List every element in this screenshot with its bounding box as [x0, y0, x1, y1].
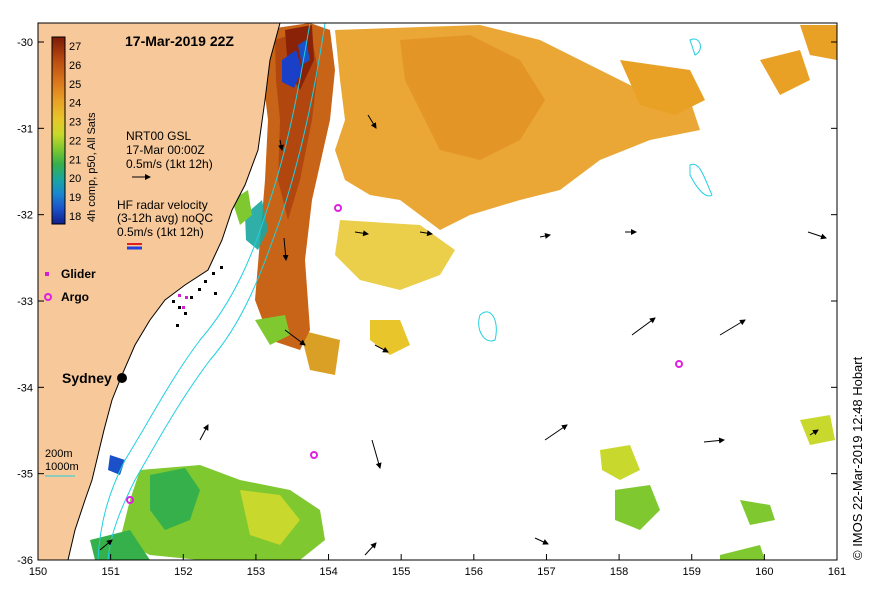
- colorbar-tick-label: 21: [69, 154, 81, 166]
- y-tick-label: -30: [17, 37, 33, 49]
- y-axis: -30 -31 -32 -33 -34 -35 -36: [17, 37, 837, 567]
- colorbar-tick-label: 26: [69, 60, 81, 72]
- colorbar-tick-label: 20: [69, 173, 81, 185]
- radar-legend-line3: 0.5m/s (1kt 12h): [117, 225, 204, 239]
- argo-floats: [126, 204, 683, 504]
- glider-legend-icon: [45, 272, 49, 276]
- radar-legend: HF radar velocity (3-12h avg) noQC 0.5m/…: [117, 198, 213, 250]
- gsl-legend-line2: 17-Mar 00:00Z: [126, 143, 205, 157]
- x-tick-label: 155: [392, 566, 410, 578]
- glider-legend-label: Glider: [61, 267, 96, 281]
- x-tick-label: 158: [610, 566, 628, 578]
- colorbar-label: 4h comp, p50, All Sats: [86, 112, 98, 222]
- colorbar-ticks: 27 26 25 24 23 22 21 20 19 18: [69, 41, 81, 223]
- y-tick-label: -32: [17, 210, 33, 222]
- x-axis: 150 151 152 153 154 155 156 157 158 159 160 161: [29, 554, 846, 578]
- colorbar-tick-label: 25: [69, 79, 81, 91]
- colorbar-tick-label: 18: [69, 211, 81, 223]
- land-area: [38, 23, 281, 560]
- colorbar-tick-label: 19: [69, 192, 81, 204]
- colorbar-tick-label: 23: [69, 117, 81, 129]
- sydney-label: Sydney: [62, 370, 112, 386]
- gsl-legend-line3: 0.5m/s (1kt 12h): [126, 157, 213, 171]
- credit-text: © IMOS 22-Mar-2019 12:48 Hobart: [850, 356, 865, 560]
- sst-field: [90, 23, 837, 560]
- y-tick-label: -34: [17, 382, 33, 394]
- bathymetry-contours: [97, 23, 713, 560]
- x-tick-label: 160: [755, 566, 773, 578]
- velocity-vectors: [99, 114, 827, 556]
- plot-frame: [37, 22, 838, 561]
- bathy-legend-200m: 200m: [45, 448, 73, 460]
- x-tick-label: 152: [174, 566, 192, 578]
- bathy-legend-1000m: 1000m: [45, 461, 79, 473]
- radar-legend-line2: (3-12h avg) noQC: [117, 211, 213, 225]
- colorbar-tick-label: 27: [69, 41, 81, 53]
- argo-legend-icon: [44, 293, 52, 301]
- x-tick-label: 151: [101, 566, 119, 578]
- map-title: 17-Mar-2019 22Z: [125, 33, 234, 49]
- y-tick-label: -36: [17, 555, 33, 567]
- x-tick-label: 156: [465, 566, 483, 578]
- colorbar-tick-label: 22: [69, 135, 81, 147]
- x-tick-label: 157: [537, 566, 555, 578]
- sydney-marker: [117, 373, 127, 383]
- x-tick-label: 159: [683, 566, 701, 578]
- gsl-legend: NRT00 GSL 17-Mar 00:00Z 0.5m/s (1kt 12h): [126, 129, 213, 180]
- colorbar-tick-label: 24: [69, 98, 81, 110]
- y-tick-label: -35: [17, 469, 33, 481]
- colorbar: [51, 36, 66, 225]
- x-tick-label: 150: [29, 566, 47, 578]
- gsl-legend-line1: NRT00 GSL: [126, 129, 191, 143]
- x-tick-label: 153: [247, 566, 265, 578]
- y-tick-label: -33: [17, 296, 33, 308]
- argo-legend-label: Argo: [61, 290, 89, 304]
- glider-markers: [178, 294, 188, 309]
- y-tick-label: -31: [17, 123, 33, 135]
- glider-track: [172, 266, 223, 327]
- x-tick-label: 154: [319, 566, 337, 578]
- x-tick-label: 161: [828, 566, 846, 578]
- radar-legend-line1: HF radar velocity: [117, 198, 208, 212]
